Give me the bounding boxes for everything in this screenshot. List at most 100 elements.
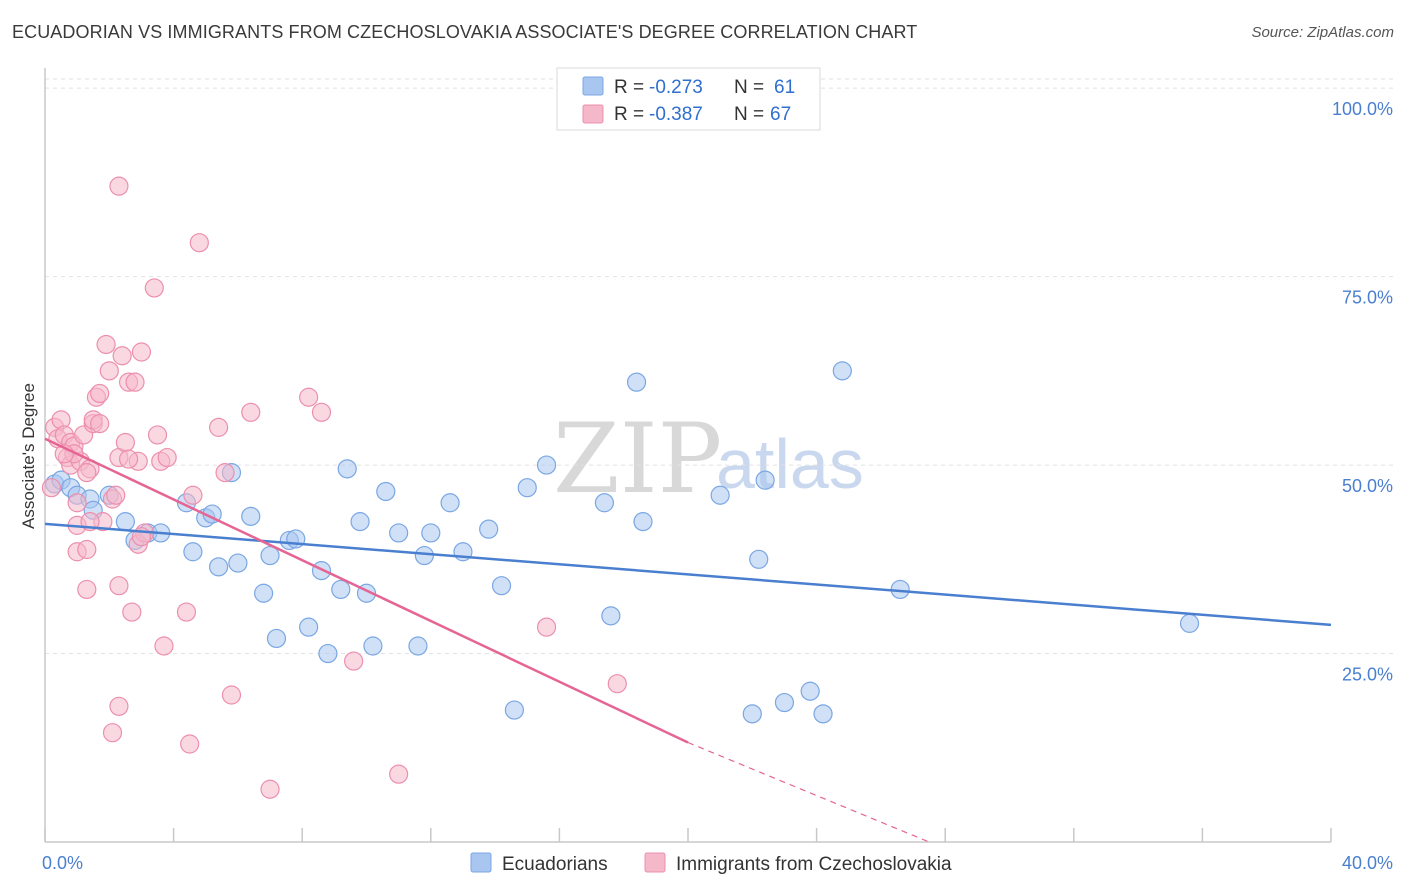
- y-tick-label-100: 100.0%: [1332, 99, 1393, 119]
- data-point-ecuadorians-15: [209, 557, 229, 577]
- data-point-czechoslovakia-55: [536, 617, 557, 637]
- data-point-ecuadorians-50: [749, 549, 769, 569]
- data-point-ecuadorians-44: [594, 493, 615, 513]
- series-czechoslovakia: [41, 176, 627, 799]
- data-point-czechoslovakia-23: [99, 361, 119, 381]
- data-point-czechoslovakia-54: [389, 764, 409, 784]
- data-point-czechoslovakia-51: [299, 387, 319, 407]
- data-point-czechoslovakia-20: [90, 383, 110, 404]
- data-point-czechoslovakia-64: [90, 414, 110, 434]
- trend-line-czechoslovakia-extension: [687, 741, 930, 843]
- data-point-czechoslovakia-45: [189, 233, 209, 253]
- data-point-czechoslovakia-25: [106, 485, 126, 505]
- data-point-ecuadorians-12: [183, 542, 203, 562]
- data-point-ecuadorians-41: [504, 700, 524, 720]
- legend-r-value-1: -0.273: [649, 77, 703, 98]
- legend-swatch-ecuadorians: [582, 76, 604, 96]
- data-point-czechoslovakia-62: [118, 449, 139, 469]
- data-point-czechoslovakia-38: [147, 425, 168, 445]
- data-point-ecuadorians-17: [228, 553, 248, 573]
- chart-source: Source: ZipAtlas.com: [1251, 24, 1394, 41]
- data-point-czechoslovakia-50: [260, 779, 280, 799]
- data-point-ecuadorians-39: [479, 519, 499, 539]
- data-point-ecuadorians-40: [491, 576, 512, 596]
- legend-swatch-czechoslovakia: [582, 104, 604, 124]
- y-tick-label-75: 75.0%: [1342, 288, 1393, 308]
- data-point-ecuadorians-42: [517, 478, 537, 498]
- chart-title: ECUADORIAN VS IMMIGRANTS FROM CZECHOSLOV…: [12, 22, 918, 42]
- data-point-ecuadorians-37: [440, 493, 460, 513]
- data-point-czechoslovakia-44: [183, 485, 203, 505]
- data-point-czechoslovakia-31: [122, 602, 142, 622]
- axes: 25.0% 50.0% 75.0% 100.0%: [44, 68, 1393, 843]
- data-point-ecuadorians-20: [260, 545, 280, 566]
- data-point-czechoslovakia-47: [215, 463, 235, 483]
- data-point-czechoslovakia-22: [96, 334, 116, 355]
- x-tick-max: 40.0%: [1342, 853, 1393, 873]
- data-point-czechoslovakia-65: [77, 463, 97, 483]
- data-point-ecuadorians-51: [755, 470, 775, 490]
- legend-r-label-2: R =: [614, 104, 644, 125]
- data-point-czechoslovakia-41: [157, 447, 177, 468]
- data-point-czechoslovakia-49: [241, 402, 261, 422]
- watermark-atlas: atlas: [716, 425, 864, 503]
- bottom-legend-swatch-ecuadorians: [470, 852, 492, 873]
- data-point-czechoslovakia-40: [154, 636, 174, 656]
- legend-n-value-2: 67: [770, 104, 791, 125]
- data-point-ecuadorians-24: [299, 617, 319, 637]
- data-point-czechoslovakia-10: [67, 493, 87, 513]
- data-point-czechoslovakia-56: [607, 674, 627, 694]
- data-point-czechoslovakia-0: [41, 478, 62, 498]
- data-point-czechoslovakia-27: [109, 696, 129, 716]
- x-tick-min: 0.0%: [42, 853, 83, 873]
- data-point-ecuadorians-18: [241, 506, 261, 526]
- trend-line-ecuadorians: [44, 522, 1332, 627]
- legend-r-label-1: R =: [614, 77, 644, 98]
- data-point-ecuadorians-21: [266, 628, 287, 649]
- data-point-czechoslovakia-60: [102, 723, 123, 743]
- bottom-legend-swatch-czechoslovakia: [644, 852, 666, 873]
- data-point-czechoslovakia-48: [221, 685, 242, 705]
- data-point-ecuadorians-27: [331, 579, 351, 600]
- data-point-ecuadorians-34: [408, 636, 428, 656]
- data-point-ecuadorians-52: [774, 692, 795, 713]
- data-point-czechoslovakia-57: [109, 176, 129, 196]
- data-point-czechoslovakia-32: [125, 372, 145, 392]
- legend-r-value-2: -0.387: [649, 104, 703, 125]
- data-point-ecuadorians-46: [626, 372, 647, 392]
- trend-line-czechoslovakia: [44, 437, 689, 744]
- data-point-ecuadorians-57: [1179, 613, 1200, 633]
- legend-n-value-1: 61: [774, 77, 795, 98]
- data-point-czechoslovakia-29: [115, 432, 135, 453]
- y-tick-label-50: 50.0%: [1342, 476, 1393, 496]
- data-point-czechoslovakia-43: [180, 734, 200, 754]
- bottom-legend-label-czechoslovakia: Immigrants from Czechoslovakia: [676, 854, 952, 875]
- grid-lines: [45, 78, 1393, 655]
- data-point-ecuadorians-33: [389, 523, 409, 543]
- data-point-ecuadorians-7: [115, 512, 135, 532]
- bottom-legend: Ecuadorians Immigrants from Czechoslovak…: [470, 852, 952, 875]
- data-point-czechoslovakia-15: [77, 579, 97, 600]
- data-point-ecuadorians-28: [337, 459, 357, 479]
- data-point-ecuadorians-26: [318, 643, 338, 664]
- data-point-ecuadorians-32: [376, 481, 396, 502]
- data-point-ecuadorians-45: [601, 606, 621, 626]
- data-point-ecuadorians-54: [813, 704, 833, 724]
- data-point-ecuadorians-47: [633, 512, 653, 532]
- data-point-ecuadorians-55: [832, 361, 852, 381]
- data-point-ecuadorians-48: [710, 485, 730, 505]
- data-point-ecuadorians-49: [742, 704, 762, 724]
- data-point-ecuadorians-35: [414, 545, 434, 566]
- trend-lines: [44, 437, 1332, 843]
- data-point-czechoslovakia-46: [209, 417, 229, 437]
- legend-n-label-1: N =: [734, 77, 764, 98]
- legend-box: R = -0.273 N = 61 R = -0.387 N = 67: [556, 67, 821, 131]
- data-point-czechoslovakia-37: [144, 278, 164, 298]
- data-point-czechoslovakia-28: [112, 346, 132, 366]
- data-point-ecuadorians-31: [363, 636, 383, 656]
- y-tick-label-25: 25.0%: [1342, 665, 1393, 685]
- data-point-czechoslovakia-53: [344, 651, 364, 671]
- data-point-czechoslovakia-35: [131, 342, 152, 362]
- data-point-czechoslovakia-61: [109, 576, 129, 596]
